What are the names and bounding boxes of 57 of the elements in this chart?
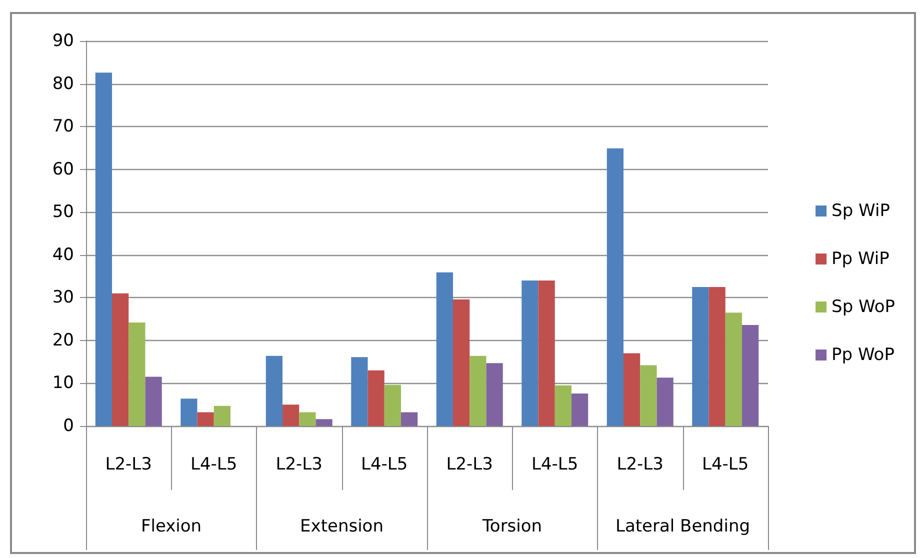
y-tick-label: 40	[52, 244, 74, 265]
text: Extension	[300, 516, 384, 536]
y-tick-label: 0	[63, 416, 74, 436]
bar	[538, 280, 555, 426]
bar	[180, 398, 198, 426]
bar	[145, 376, 162, 426]
bar	[214, 406, 230, 426]
bar	[606, 148, 624, 426]
bar	[299, 412, 316, 426]
bar	[640, 365, 657, 426]
bar	[470, 356, 486, 426]
text: Lateral Bending	[615, 516, 750, 536]
bar	[486, 363, 503, 426]
legend-label: Pp WoP	[832, 345, 894, 365]
bar	[624, 353, 640, 426]
legend-label: Sp WoP	[832, 297, 895, 317]
y-tick-label: 20	[52, 330, 74, 350]
bar	[112, 293, 129, 426]
x-tick-label: L2-L3	[105, 454, 152, 474]
bar	[282, 404, 300, 426]
x-tick-label: L4-L5	[190, 454, 238, 474]
x-tick-label: L4-L5	[532, 454, 578, 474]
bar	[95, 72, 112, 426]
y-tick-label: 90	[52, 31, 74, 51]
x-tick-label: L2-L3	[446, 454, 493, 474]
bar	[708, 286, 726, 426]
bar	[522, 280, 538, 426]
x-tick-label: L2-L3	[616, 454, 664, 474]
bar	[266, 356, 282, 426]
bar	[656, 378, 674, 426]
bar	[316, 419, 332, 426]
bar	[453, 299, 470, 426]
bar	[572, 393, 588, 426]
bar	[368, 370, 384, 426]
bar	[692, 286, 709, 426]
bar	[401, 412, 418, 426]
bar	[725, 312, 742, 426]
bar	[384, 384, 401, 426]
bar	[128, 322, 146, 426]
y-tick-label: 30	[52, 288, 74, 308]
bar	[742, 325, 759, 426]
y-tick-label: 60	[52, 159, 74, 180]
text: Torsion	[481, 516, 542, 536]
y-tick-label: 70	[52, 116, 74, 137]
bar	[351, 357, 368, 426]
x-tick-label: L4-L5	[361, 454, 408, 474]
legend-label: Pp WiP	[832, 249, 890, 269]
x-tick-label: L2-L3	[276, 454, 322, 474]
legend-label: Sp WiP	[832, 201, 890, 221]
text: Flexion	[140, 516, 202, 536]
bar	[436, 272, 453, 426]
y-tick-label: 80	[52, 74, 74, 94]
bar	[554, 385, 572, 426]
y-tick-label: 10	[52, 373, 74, 394]
bar	[197, 412, 214, 426]
x-tick-label: L4-L5	[702, 454, 749, 474]
y-tick-label: 50	[52, 202, 74, 222]
